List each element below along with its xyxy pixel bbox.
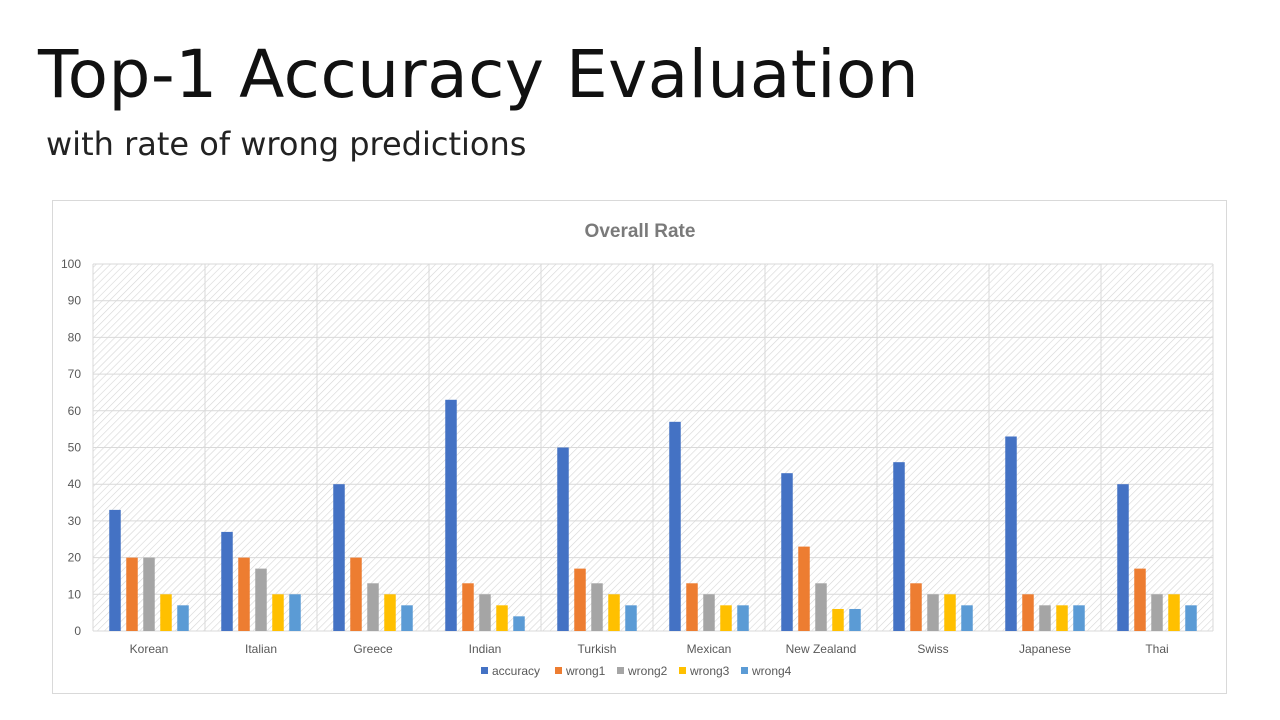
bar-wrong2 bbox=[143, 557, 155, 631]
chart-container: Overall Rate 0 10 20 30 40 50 60 70 80 90 100 Kore… bbox=[52, 200, 1227, 694]
bar-wrong1 bbox=[574, 568, 586, 631]
bar-wrong4 bbox=[177, 605, 189, 631]
y-tick-label: 50 bbox=[68, 441, 82, 455]
bar-wrong3 bbox=[1056, 605, 1068, 631]
bar-wrong4 bbox=[513, 616, 525, 631]
bar-wrong4 bbox=[737, 605, 749, 631]
x-tick-label: Turkish bbox=[578, 642, 617, 656]
bar-wrong1 bbox=[126, 557, 138, 631]
bar-wrong2 bbox=[815, 583, 827, 631]
bar-wrong2 bbox=[479, 594, 491, 631]
bar-wrong2 bbox=[591, 583, 603, 631]
bar-wrong2 bbox=[255, 568, 267, 631]
bar-wrong3 bbox=[608, 594, 620, 631]
y-tick-label: 70 bbox=[68, 367, 82, 381]
bar-wrong4 bbox=[849, 608, 861, 631]
bar-wrong1 bbox=[462, 583, 474, 631]
bar-wrong1 bbox=[686, 583, 698, 631]
bar-wrong1 bbox=[238, 557, 250, 631]
chart-title: Overall Rate bbox=[585, 221, 696, 242]
legend-swatch bbox=[617, 667, 624, 674]
x-tick-label: Italian bbox=[245, 642, 277, 656]
bar-wrong3 bbox=[832, 608, 844, 631]
y-tick-label: 80 bbox=[68, 330, 82, 344]
bar-accuracy bbox=[109, 509, 121, 631]
bar-wrong4 bbox=[401, 605, 413, 631]
y-tick-label: 90 bbox=[68, 294, 82, 308]
y-tick-label: 100 bbox=[61, 257, 81, 271]
bar-wrong2 bbox=[1151, 594, 1163, 631]
legend-swatch bbox=[679, 667, 686, 674]
bar-wrong3 bbox=[272, 594, 284, 631]
y-tick-label: 10 bbox=[68, 587, 82, 601]
x-tick-label: Thai bbox=[1145, 642, 1168, 656]
bars bbox=[109, 399, 1197, 631]
legend-label: wrong3 bbox=[689, 664, 730, 678]
x-axis-ticks: Korean Italian Greece Indian Turkish Mexican N… bbox=[130, 642, 1169, 656]
x-tick-label: Swiss bbox=[917, 642, 948, 656]
slide-subtitle: with rate of wrong predictions bbox=[46, 125, 527, 163]
bar-wrong2 bbox=[367, 583, 379, 631]
bar-wrong1 bbox=[798, 546, 810, 631]
legend-swatch bbox=[741, 667, 748, 674]
bar-wrong4 bbox=[625, 605, 637, 631]
bar-wrong3 bbox=[160, 594, 172, 631]
bar-wrong1 bbox=[1022, 594, 1034, 631]
bar-accuracy bbox=[557, 447, 569, 631]
bar-wrong3 bbox=[496, 605, 508, 631]
x-tick-label: New Zealand bbox=[786, 642, 857, 656]
x-tick-label: Korean bbox=[130, 642, 169, 656]
legend-label: accuracy bbox=[492, 664, 540, 678]
legend-swatch bbox=[481, 667, 488, 674]
y-axis-ticks: 0 10 20 30 40 50 60 70 80 90 100 bbox=[61, 257, 81, 638]
bar-wrong4 bbox=[289, 594, 301, 631]
bar-wrong4 bbox=[961, 605, 973, 631]
bar-wrong4 bbox=[1185, 605, 1197, 631]
bar-accuracy bbox=[445, 399, 457, 631]
slide-title: Top-1 Accuracy Evaluation bbox=[38, 36, 920, 113]
bar-wrong1 bbox=[910, 583, 922, 631]
bar-wrong3 bbox=[1168, 594, 1180, 631]
bar-accuracy bbox=[1005, 436, 1017, 631]
x-tick-label: Indian bbox=[469, 642, 502, 656]
gridlines bbox=[92, 263, 1214, 632]
legend-label: wrong2 bbox=[627, 664, 668, 678]
bar-chart: Overall Rate 0 10 20 30 40 50 60 70 80 90 100 Kore… bbox=[61, 221, 1214, 678]
bar-wrong1 bbox=[350, 557, 362, 631]
legend-label: wrong4 bbox=[751, 664, 792, 678]
y-tick-label: 0 bbox=[74, 624, 81, 638]
x-tick-label: Mexican bbox=[687, 642, 732, 656]
y-tick-label: 60 bbox=[68, 404, 82, 418]
bar-wrong3 bbox=[384, 594, 396, 631]
bar-accuracy bbox=[669, 421, 681, 631]
y-tick-label: 30 bbox=[68, 514, 82, 528]
bar-accuracy bbox=[893, 462, 905, 631]
bar-accuracy bbox=[781, 473, 793, 631]
bar-wrong2 bbox=[1039, 605, 1051, 631]
legend: accuracy wrong1 wrong2 wrong3 wrong4 bbox=[481, 664, 792, 678]
legend-label: wrong1 bbox=[565, 664, 606, 678]
y-tick-label: 20 bbox=[68, 551, 82, 565]
bar-wrong1 bbox=[1134, 568, 1146, 631]
y-tick-label: 40 bbox=[68, 477, 82, 491]
bar-wrong2 bbox=[703, 594, 715, 631]
x-tick-label: Japanese bbox=[1019, 642, 1071, 656]
legend-swatch bbox=[555, 667, 562, 674]
bar-wrong2 bbox=[927, 594, 939, 631]
bar-wrong3 bbox=[944, 594, 956, 631]
bar-accuracy bbox=[1117, 484, 1129, 631]
bar-wrong4 bbox=[1073, 605, 1085, 631]
bar-accuracy bbox=[221, 531, 233, 631]
bar-accuracy bbox=[333, 484, 345, 631]
bar-wrong3 bbox=[720, 605, 732, 631]
x-tick-label: Greece bbox=[353, 642, 393, 656]
